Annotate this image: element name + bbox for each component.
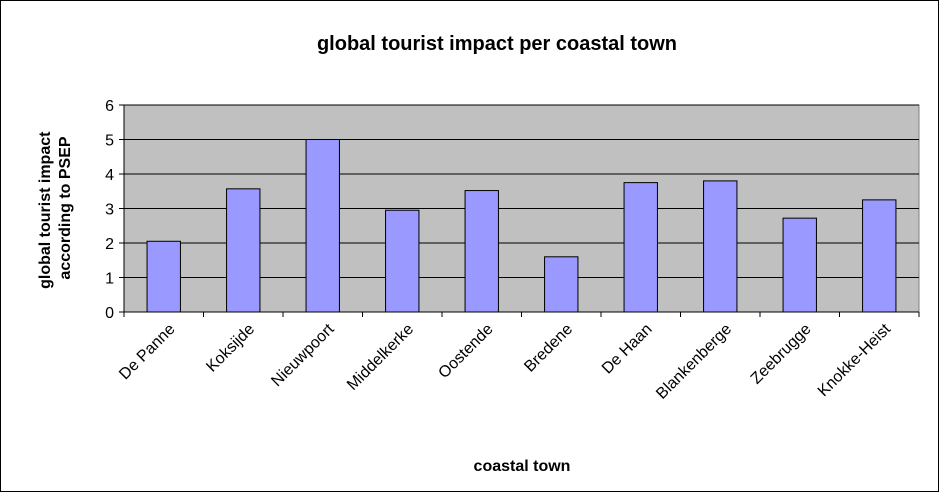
x-axis-ticks: De Panne Koksijde Nieuwpoort Middelkerke Oos…	[116, 312, 920, 403]
y-axis-title-line-1: global tourist impact	[37, 131, 54, 289]
chart-title: global tourist impact per coastal town	[317, 33, 677, 55]
bar	[862, 199, 897, 313]
bar	[464, 190, 499, 313]
bar	[544, 256, 579, 313]
bar	[623, 182, 658, 313]
y-tick-label: 0	[105, 305, 114, 322]
bar	[226, 188, 261, 313]
y-tick-label: 4	[105, 167, 114, 184]
y-tick-label: 1	[105, 271, 114, 288]
y-tick-label: 6	[105, 98, 114, 115]
x-tick-label: Blankenberge	[653, 321, 735, 403]
x-tick-label: Knokke-Heist	[815, 320, 895, 400]
bar	[703, 180, 738, 313]
y-tick-label: 2	[105, 236, 114, 253]
bar	[782, 217, 817, 313]
x-axis-title: coastal town	[474, 458, 571, 475]
x-tick-label: Koksijde	[203, 321, 258, 376]
x-tick-label: Middelkerke	[344, 321, 417, 394]
y-tick-label: 3	[105, 202, 114, 219]
bar	[146, 240, 181, 313]
y-axis-title: global tourist impact according to PSEP	[37, 127, 74, 289]
bars	[146, 139, 897, 313]
y-axis-ticks: 0 1 2 3 4 5 6	[105, 98, 124, 322]
y-axis-title-line-2: according to PSEP	[57, 136, 74, 279]
x-tick-label: De Haan	[599, 321, 656, 378]
x-tick-label: Oostende	[435, 321, 496, 382]
x-tick-label: Zeebrugge	[748, 321, 815, 388]
y-tick-label: 5	[105, 133, 114, 150]
bar	[385, 209, 420, 313]
x-tick-label: De Panne	[116, 321, 178, 383]
x-tick-label: Nieuwpoort	[268, 320, 338, 390]
bar	[305, 139, 340, 313]
x-tick-label: Bredene	[521, 321, 576, 376]
